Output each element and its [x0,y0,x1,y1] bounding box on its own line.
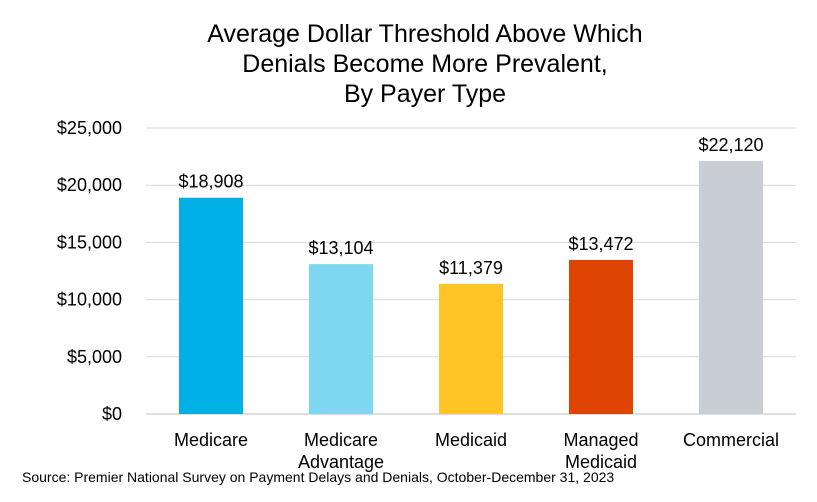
category-label: Commercial [683,430,779,450]
chart-title: Average Dollar Threshold Above WhichDeni… [207,20,642,108]
bars [179,160,763,414]
y-tick-label: $0 [102,404,122,424]
category-label-line: Medicaid [565,452,637,472]
category-label-line: Medicare [174,430,248,450]
source-note: Source: Premier National Survey on Payme… [22,469,614,485]
chart-title-line: By Payer Type [344,80,506,108]
category-label: Managed Medicaid [563,430,638,472]
data-label: $18,908 [178,172,243,192]
y-tick-label: $25,000 [57,118,122,138]
category-label: Medicare [174,430,248,450]
bar [179,197,243,414]
category-label: Medicaid [435,430,507,450]
data-label: $22,120 [698,135,763,155]
category-label-line: Medicare [304,430,378,450]
y-tick-label: $10,000 [57,290,122,310]
chart-title-line: Average Dollar Threshold Above Which [207,20,642,48]
data-label: $13,104 [308,238,373,258]
data-label: $13,472 [568,234,633,254]
category-label-line: Medicaid [435,430,507,450]
y-tick-label: $20,000 [57,175,122,195]
y-tick-label: $5,000 [67,347,122,367]
bar [439,283,503,414]
category-label-line: Managed [563,430,638,450]
category-label-line: Advantage [298,452,384,472]
chart-title-line: Denials Become More Prevalent, [242,50,607,78]
data-labels: $18,908 $13,104 $11,379 $13,472 $22,120 [178,135,763,278]
bar [569,259,633,414]
category-label-line: Commercial [683,430,779,450]
data-label: $11,379 [439,258,503,278]
bar [699,160,763,414]
category-label: Medicare Advantage [298,430,384,472]
y-axis-tick-labels: $0 $5,000 $10,000 $15,000 $20,000 $25,000 [57,118,122,424]
bar [309,264,373,414]
y-tick-label: $15,000 [57,232,122,252]
